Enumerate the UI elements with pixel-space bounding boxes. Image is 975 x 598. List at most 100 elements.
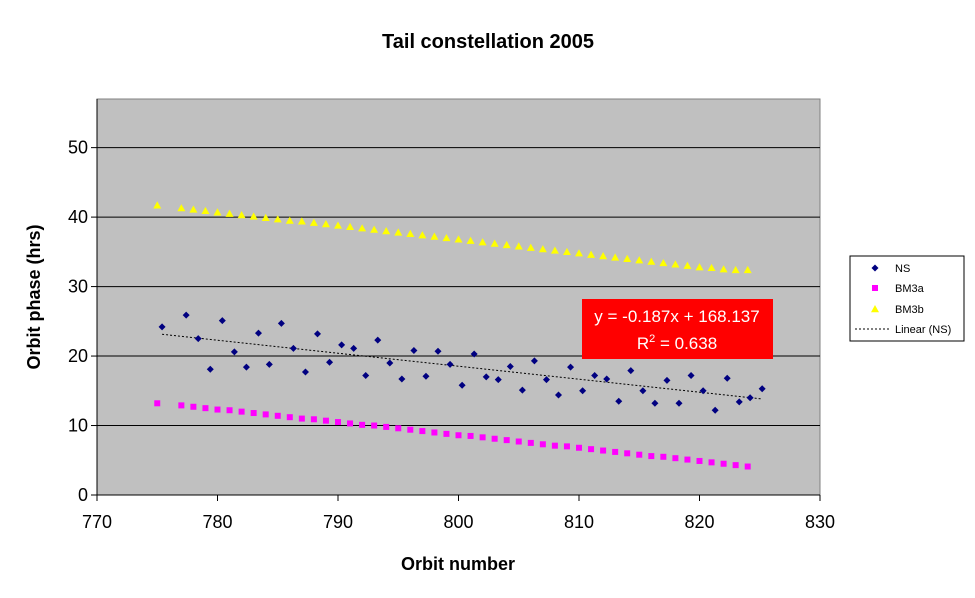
equation-text: y = -0.187x + 168.137 xyxy=(594,307,759,326)
point-bm3a xyxy=(503,437,510,444)
point-bm3b xyxy=(297,217,306,225)
point-bm3b xyxy=(707,263,716,272)
point-bm3b xyxy=(153,201,162,209)
legend-label-trendline: Linear (NS) xyxy=(895,324,951,336)
point-ns xyxy=(579,387,587,395)
point-ns xyxy=(506,362,514,370)
point-ns xyxy=(410,346,418,354)
point-ns xyxy=(289,344,297,352)
legend-label-bm3a: BM3a xyxy=(895,283,925,295)
point-ns xyxy=(362,372,370,380)
point-bm3b xyxy=(213,208,222,216)
x-tick-label: 820 xyxy=(684,512,714,532)
point-bm3b xyxy=(719,265,728,273)
y-tick-label: 50 xyxy=(68,138,88,158)
point-ns xyxy=(470,350,478,358)
point-bm3b xyxy=(743,265,752,274)
point-ns xyxy=(206,365,214,373)
point-bm3b xyxy=(599,252,608,260)
point-bm3a xyxy=(696,457,703,464)
point-ns xyxy=(230,348,238,356)
point-bm3b xyxy=(731,265,740,274)
point-bm3b xyxy=(514,242,523,250)
point-ns xyxy=(386,359,394,367)
point-bm3a xyxy=(407,426,414,433)
point-bm3b xyxy=(526,243,535,251)
point-ns xyxy=(326,358,334,366)
point-bm3b xyxy=(683,261,692,269)
r-squared-value: = 0.638 xyxy=(655,334,717,353)
point-bm3a xyxy=(720,460,727,467)
point-bm3a xyxy=(443,430,450,437)
point-ns xyxy=(398,375,406,383)
point-bm3a xyxy=(744,463,751,470)
data-points xyxy=(153,201,766,470)
point-bm3a xyxy=(648,453,655,460)
point-bm3a xyxy=(154,400,161,407)
point-bm3a xyxy=(515,438,522,445)
point-ns xyxy=(254,329,262,337)
point-ns xyxy=(182,311,190,319)
point-bm3b xyxy=(370,225,379,233)
point-ns xyxy=(723,374,731,382)
point-ns xyxy=(687,372,695,380)
point-bm3a xyxy=(274,412,281,419)
point-ns xyxy=(699,387,707,395)
point-ns xyxy=(639,387,647,395)
point-bm3b xyxy=(454,235,463,243)
point-bm3b xyxy=(406,229,415,237)
x-axis-title: Orbit number xyxy=(401,554,515,574)
r-squared-superscript: 2 xyxy=(649,333,655,345)
point-bm3b xyxy=(647,257,656,265)
chart-title: Tail constellation 2005 xyxy=(382,31,594,53)
point-bm3a xyxy=(684,456,691,463)
point-bm3a xyxy=(383,423,390,430)
point-bm3a xyxy=(600,447,607,454)
point-ns xyxy=(615,397,623,405)
point-bm3a xyxy=(286,414,293,421)
point-bm3a xyxy=(310,416,317,423)
point-ns xyxy=(434,347,442,355)
point-ns xyxy=(458,381,466,389)
point-bm3a xyxy=(672,455,679,462)
point-bm3b xyxy=(502,240,511,249)
point-bm3b xyxy=(189,205,198,213)
point-bm3b xyxy=(695,263,704,271)
point-bm3a xyxy=(431,429,438,436)
point-bm3b xyxy=(659,258,668,267)
point-bm3a xyxy=(419,428,426,435)
x-tick-label: 830 xyxy=(805,512,835,532)
x-tick-label: 770 xyxy=(82,512,112,532)
point-bm3b xyxy=(249,212,258,220)
point-ns xyxy=(711,406,719,414)
legend-box xyxy=(849,255,965,342)
y-tick-label: 10 xyxy=(68,416,88,436)
point-ns xyxy=(482,373,490,381)
legend-label-ns: NS xyxy=(895,263,910,275)
trendline-group xyxy=(162,333,763,400)
point-bm3a xyxy=(732,462,739,469)
point-bm3b xyxy=(346,222,355,231)
point-bm3b xyxy=(358,224,367,232)
point-bm3b xyxy=(611,253,620,261)
point-bm3b xyxy=(177,204,186,212)
x-tick-label: 780 xyxy=(202,512,232,532)
point-ns xyxy=(555,391,563,399)
y-axis-title: Orbit phase (hrs) xyxy=(24,224,44,369)
point-ns xyxy=(446,360,454,368)
equation-box-bg xyxy=(582,299,773,359)
y-tick-labels: 0 10 20 30 40 50 xyxy=(68,138,88,505)
point-bm3a xyxy=(576,444,582,451)
point-bm3b xyxy=(490,239,499,247)
point-ns xyxy=(374,336,382,344)
point-ns xyxy=(265,360,273,368)
point-ns xyxy=(675,399,683,407)
axes xyxy=(91,99,821,501)
plot-area xyxy=(96,98,821,496)
point-bm3b xyxy=(201,206,210,215)
point-bm3a xyxy=(238,408,245,415)
point-ns xyxy=(735,398,743,406)
point-ns xyxy=(350,344,358,352)
legend-marker-bm3a xyxy=(872,285,878,291)
y-tick-label: 20 xyxy=(68,346,88,366)
